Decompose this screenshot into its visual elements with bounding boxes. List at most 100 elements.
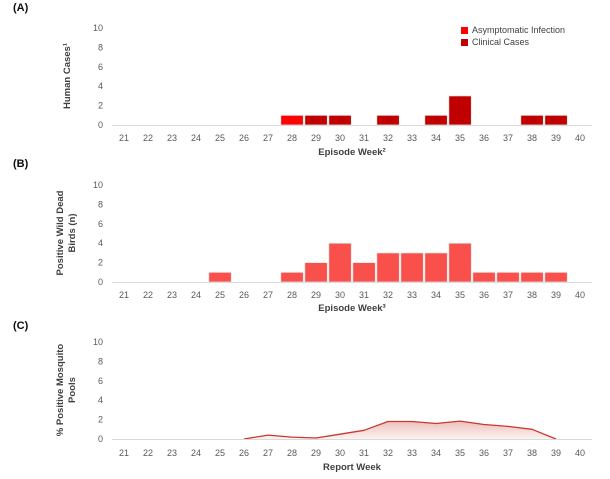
y-axis-title-c-line1: % Positive Mosquito: [55, 344, 66, 437]
x-axis-title-a: Episode Week²: [318, 147, 385, 158]
x-tick-label: 28: [287, 448, 297, 458]
x-tick-label: 35: [455, 290, 465, 300]
x-tick-label: 37: [503, 133, 513, 143]
bar: [328, 114, 352, 126]
x-tick-label: 38: [527, 290, 537, 300]
y-tick-label: 8: [98, 356, 103, 366]
legend: Asymptomatic Infection Clinical Cases: [461, 26, 565, 47]
bar: [448, 242, 472, 283]
x-tick-label: 23: [167, 448, 177, 458]
x-tick-label: 39: [551, 448, 561, 458]
x-tick-label: 38: [527, 133, 537, 143]
positive-wild-dead-birds-chart: Positive Wild Dead Birds (n) Episode Wee…: [55, 180, 592, 314]
x-tick-label: 36: [479, 290, 489, 300]
x-tick-label: 35: [455, 448, 465, 458]
x-tick-label: 22: [143, 133, 153, 143]
x-tick-label: 22: [143, 448, 153, 458]
x-tick-label: 30: [335, 290, 345, 300]
x-tick-label: 40: [575, 290, 585, 300]
panel-positive-wild-dead-birds: (B) Positive Wild Dead Birds (n) Episode…: [0, 155, 610, 315]
x-tick-label: 24: [191, 448, 201, 458]
y-axis-title-b-line2: Birds (n): [67, 213, 78, 252]
x-tick-label: 25: [215, 448, 225, 458]
panel-percent-positive-mosquito-pools: (C) % Positive Mosquito Pools Report Wee…: [0, 315, 610, 479]
x-tick-label: 30: [335, 133, 345, 143]
x-tick-label: 23: [167, 290, 177, 300]
x-tick-label: 27: [263, 290, 273, 300]
y-tick-label: 4: [98, 395, 103, 405]
y-tick-label: 8: [98, 42, 103, 52]
y-tick-label: 10: [93, 337, 103, 347]
bar: [424, 114, 448, 126]
x-tick-label: 26: [239, 290, 249, 300]
x-tick-label: 27: [263, 448, 273, 458]
x-tick-label: 30: [335, 448, 345, 458]
bar: [280, 114, 304, 126]
x-tick-label: 35: [455, 133, 465, 143]
x-tick-label: 26: [239, 448, 249, 458]
panel-label-c: (C): [13, 320, 29, 332]
x-tick-label: 23: [167, 133, 177, 143]
x-tick-label: 27: [263, 133, 273, 143]
x-tick-label: 21: [119, 448, 129, 458]
y-axis-title-a: Human Cases¹: [62, 43, 73, 109]
x-tick-label: 31: [359, 290, 369, 300]
x-tick-label: 28: [287, 290, 297, 300]
x-tick-label: 32: [383, 448, 393, 458]
x-tick-label: 32: [383, 290, 393, 300]
x-tick-label: 37: [503, 448, 513, 458]
x-tick-label: 39: [551, 133, 561, 143]
clinical-cases-swatch-icon: [461, 39, 468, 46]
trend-line: [243, 420, 557, 440]
x-tick-label: 21: [119, 133, 129, 143]
x-tick-label: 29: [311, 290, 321, 300]
y-tick-label: 10: [93, 180, 103, 190]
y-tick-label: 0: [98, 120, 103, 130]
legend-label-asymptomatic-infection: Asymptomatic Infection: [472, 25, 566, 35]
y-tick-label: 6: [98, 376, 103, 386]
panel-human-cases: (A) Human Cases¹ Episode Week² 0 2 4 6 8 10 21…: [0, 0, 610, 160]
x-tick-label: 39: [551, 290, 561, 300]
x-tick-label: 29: [311, 133, 321, 143]
legend-item-asymptomatic-infection: Asymptomatic Infection: [461, 26, 565, 35]
y-axis-title-c-line2: Pools: [67, 377, 78, 403]
x-tick-label: 21: [119, 290, 129, 300]
x-axis-title-c: Report Week: [323, 462, 382, 473]
panel-label-b: (B): [13, 158, 29, 170]
percent-positive-mosquito-pools-chart: % Positive Mosquito Pools Report Week 0 2…: [55, 337, 592, 473]
x-tick-label: 33: [407, 290, 417, 300]
x-tick-label: 36: [479, 133, 489, 143]
x-tick-label: 22: [143, 290, 153, 300]
bar: [328, 242, 352, 283]
y-tick-label: 2: [98, 258, 103, 268]
x-tick-label: 32: [383, 133, 393, 143]
x-tick-label: 38: [527, 448, 537, 458]
legend-label-clinical-cases: Clinical Cases: [472, 37, 530, 47]
x-tick-label: 31: [359, 133, 369, 143]
bar: [304, 114, 328, 126]
legend-item-clinical-cases: Clinical Cases: [461, 38, 565, 47]
y-tick-label: 2: [98, 415, 103, 425]
bar: [376, 252, 400, 283]
bar: [376, 114, 400, 126]
bar: [304, 262, 328, 283]
x-tick-label: 24: [191, 290, 201, 300]
x-tick-label: 40: [575, 133, 585, 143]
y-tick-label: 4: [98, 238, 103, 248]
y-tick-label: 0: [98, 434, 103, 444]
y-tick-label: 0: [98, 277, 103, 287]
y-tick-label: 6: [98, 219, 103, 229]
y-tick-label: 10: [93, 23, 103, 33]
bar: [424, 252, 448, 283]
x-tick-label: 36: [479, 448, 489, 458]
area-fill: [244, 421, 556, 439]
x-axis-title-b: Episode Week³: [318, 303, 385, 314]
x-tick-label: 31: [359, 448, 369, 458]
bar: [472, 271, 496, 283]
x-tick-label: 26: [239, 133, 249, 143]
y-tick-label: 6: [98, 62, 103, 72]
asymptomatic-infection-swatch-icon: [461, 27, 468, 34]
x-tick-label: 33: [407, 448, 417, 458]
bar: [208, 271, 232, 283]
